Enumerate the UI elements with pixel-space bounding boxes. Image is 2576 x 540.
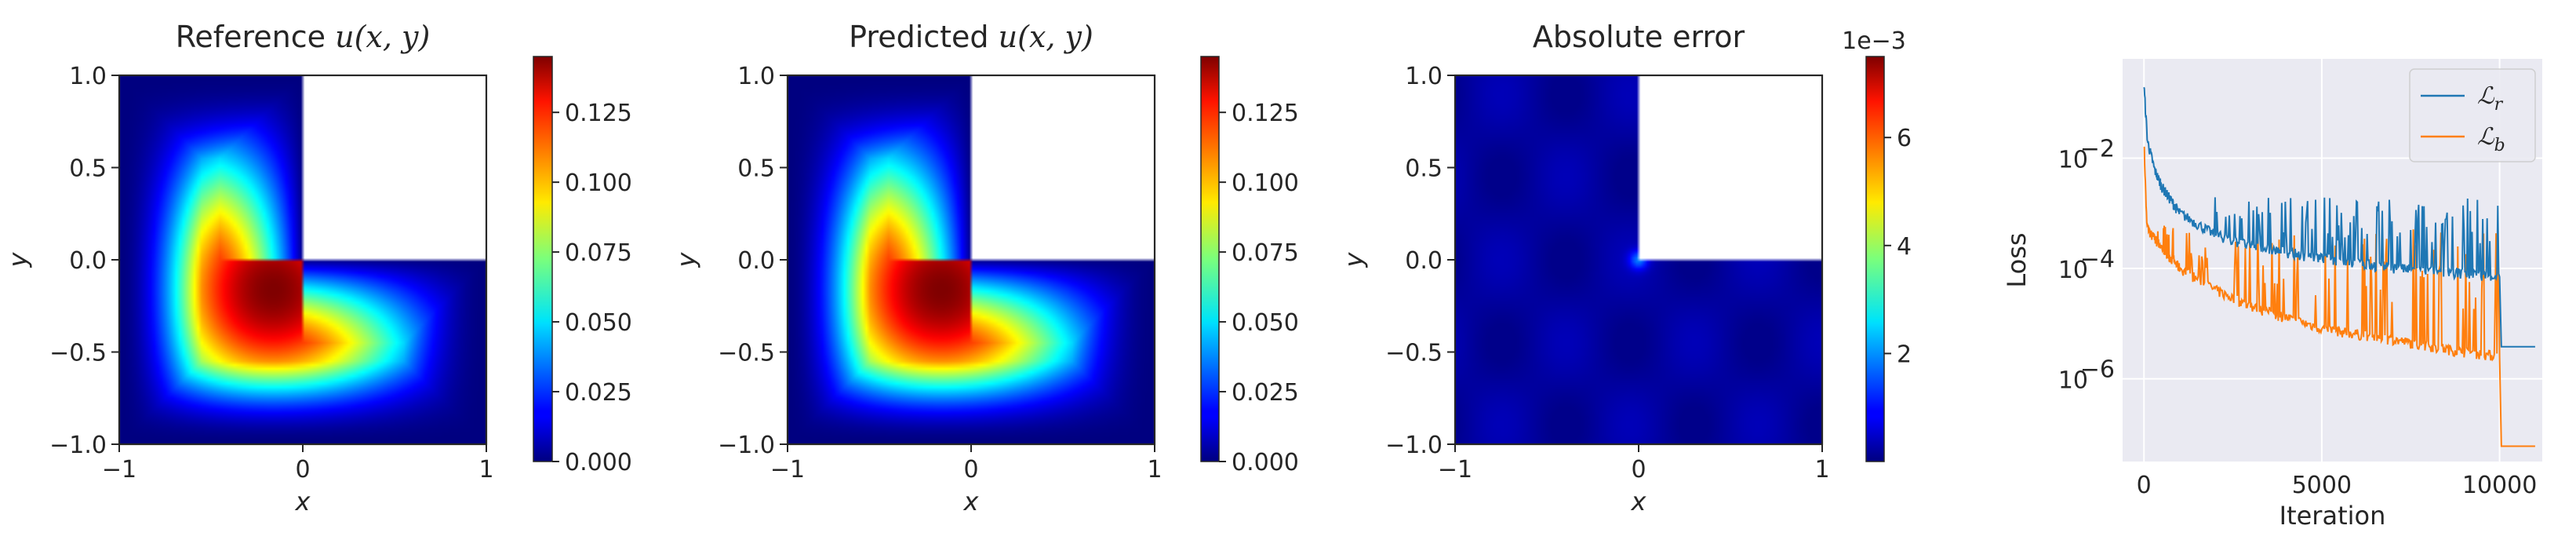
- title-prefix: Predicted: [849, 20, 998, 54]
- x-tick-label: 1: [1814, 456, 1829, 483]
- legend-main: ℒ: [2477, 82, 2495, 110]
- colorbar-tick-label: 6: [1897, 125, 1912, 152]
- heatmap-image: [788, 75, 1155, 444]
- title-prefix: Reference: [176, 20, 335, 54]
- y-tick-exponent: −2: [2080, 135, 2115, 162]
- y-tick-label: 1.0: [1405, 63, 1443, 90]
- colorbar-tick-label: 0.100: [565, 170, 632, 197]
- heatmap-panel-1: Reference u(x, y) −1 0 1 1.0 0.5 0.0 −0.5 −1.0 x y…: [3, 20, 632, 516]
- colorbar-offset-label: 1e−3: [1842, 27, 1906, 55]
- x-tick-label: 5000: [2292, 472, 2352, 499]
- title-math: u(x, y): [335, 20, 430, 54]
- x-axis-label: x: [963, 487, 980, 516]
- x-tick-label: −1: [102, 456, 136, 483]
- y-tick-label: 0.0: [1405, 247, 1443, 275]
- y-tick-exponent: −6: [2080, 356, 2115, 384]
- y-tick-exponent: −4: [2080, 246, 2115, 273]
- y-tick-label: −1.0: [718, 432, 775, 459]
- legend-box: [2409, 68, 2536, 162]
- colorbar-tick-label: 0.125: [565, 100, 632, 127]
- y-tick-label: 0.0: [737, 247, 775, 275]
- legend-sub: r: [2494, 95, 2504, 115]
- x-tick-label: −1: [1438, 456, 1472, 483]
- y-tick-label: −1.0: [49, 432, 107, 459]
- series-line-lb: [2143, 146, 2535, 447]
- x-tick-label: 1: [1147, 456, 1162, 483]
- y-tick-base: 10: [2058, 367, 2088, 395]
- y-axis-label: y: [671, 251, 701, 268]
- colorbar-tick-label: 2: [1897, 341, 1912, 368]
- colorbar-tick-label: 0.075: [1232, 239, 1299, 267]
- x-tick-label: −1: [770, 456, 805, 483]
- y-tick-label: −0.5: [1385, 340, 1443, 367]
- y-tick-label: −1.0: [1385, 432, 1443, 459]
- y-tick-label: −0.5: [718, 340, 775, 367]
- legend-label: ℒr: [2477, 82, 2504, 115]
- panel-title: Absolute error: [1533, 20, 1745, 54]
- title-math: u(x, y): [999, 20, 1093, 54]
- colorbar-tick-label: 0.050: [1232, 309, 1299, 337]
- colorbar-tick-label: 0.050: [565, 309, 632, 337]
- y-tick-base: 10: [2058, 257, 2088, 284]
- x-tick-label: 0: [2137, 472, 2152, 499]
- y-tick-label: 10: [2058, 257, 2088, 284]
- y-tick-label: 0.5: [69, 155, 107, 183]
- panel-title: Predicted u(x, y): [849, 20, 1093, 54]
- heatmap-panel-2: Predicted u(x, y) −1 0 1 1.0 0.5 0.0 −0.5 −1.0 x y…: [671, 20, 1299, 516]
- panel-title: Reference u(x, y): [176, 20, 431, 54]
- y-tick-label: 0.0: [69, 247, 107, 275]
- legend-label: ℒb: [2477, 123, 2505, 155]
- colorbar-tick-label: 0.075: [565, 239, 632, 267]
- colorbar-tick-label: 0.025: [1232, 379, 1299, 407]
- y-tick-label: 10: [2058, 146, 2088, 173]
- y-tick-label: 1.0: [737, 63, 775, 90]
- y-tick-label: 0.5: [737, 155, 775, 183]
- colorbar: [533, 56, 553, 462]
- colorbar: [1200, 56, 1220, 462]
- colorbar-tick-label: 0.100: [1232, 170, 1299, 197]
- x-tick-label: 0: [295, 456, 310, 483]
- x-tick-label: 0: [1631, 456, 1646, 483]
- series-line-lr: [2143, 86, 2535, 348]
- colorbar-tick-label: 0.025: [565, 379, 632, 407]
- colorbar-tick-label: 0.000: [565, 449, 632, 476]
- y-tick-label: 1.0: [69, 63, 107, 90]
- y-tick-base: 10: [2058, 146, 2088, 173]
- y-tick-label: −0.5: [49, 340, 107, 367]
- y-axis-label: y: [1339, 251, 1369, 268]
- x-tick-label: 1: [478, 456, 493, 483]
- legend-main: ℒ: [2477, 123, 2495, 151]
- y-axis-label: y: [3, 251, 33, 268]
- x-axis-label: x: [1631, 487, 1647, 516]
- y-tick-label: 10: [2058, 367, 2088, 395]
- legend-sub: b: [2494, 136, 2505, 155]
- x-tick-label: 0: [963, 456, 978, 483]
- heatmap-panel-3: Absolute error −1 0 1 1.0 0.5 0.0 −0.5 −1.0 x y 2 4 6…: [1339, 20, 1912, 516]
- x-axis-label: x: [295, 487, 311, 516]
- colorbar-tick-label: 0.125: [1232, 100, 1299, 127]
- y-axis-label: Loss: [2002, 232, 2032, 287]
- heatmap-image: [1455, 75, 1822, 444]
- heatmap-image: [119, 75, 486, 444]
- colorbar-tick-label: 0.000: [1232, 449, 1299, 476]
- colorbar-tick-label: 4: [1897, 233, 1912, 261]
- x-tick-label: 10000: [2462, 472, 2537, 499]
- y-tick-label: 0.5: [1405, 155, 1443, 183]
- x-axis-label: Iteration: [2279, 501, 2386, 531]
- colorbar: [1865, 56, 1885, 462]
